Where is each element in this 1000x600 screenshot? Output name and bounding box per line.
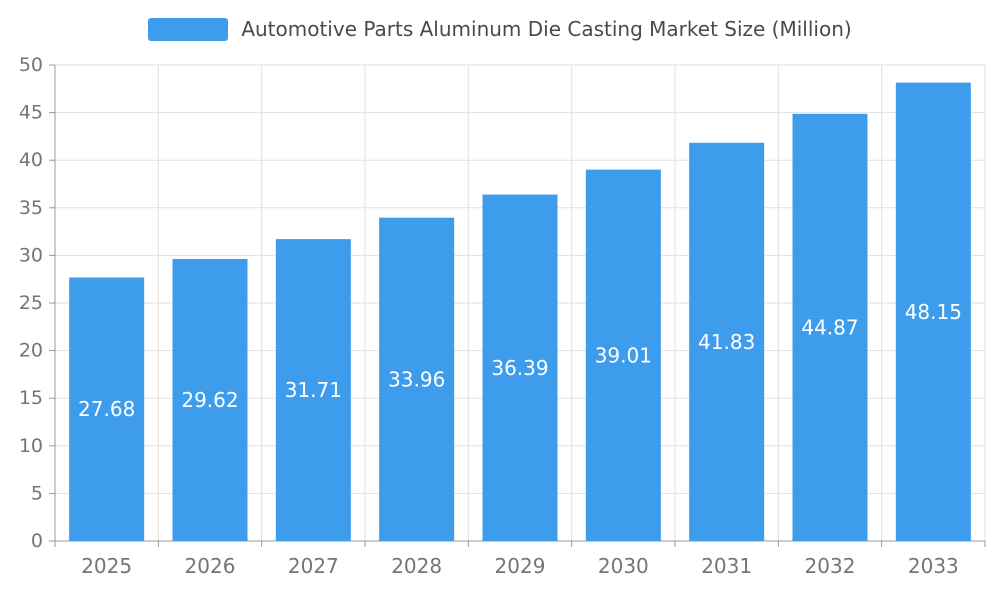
y-axis-label: 10 xyxy=(19,435,43,457)
x-axis-label: 2030 xyxy=(598,554,649,578)
x-axis-label: 2026 xyxy=(185,554,236,578)
y-axis-label: 35 xyxy=(19,197,43,219)
y-axis-label: 30 xyxy=(19,244,43,266)
y-axis-label: 50 xyxy=(19,54,43,76)
legend-swatch-icon xyxy=(148,18,229,41)
y-axis-label: 40 xyxy=(19,149,43,171)
bar-value-label: 44.87 xyxy=(801,315,858,339)
x-axis-label: 2033 xyxy=(908,554,959,578)
bar-2027[interactable] xyxy=(275,239,351,542)
bar-value-label: 39.01 xyxy=(595,343,652,367)
x-axis-label: 2032 xyxy=(805,554,856,578)
y-axis-label: 25 xyxy=(19,292,43,314)
x-axis-label: 2031 xyxy=(701,554,752,578)
bar-value-label: 33.96 xyxy=(388,367,445,391)
bar-value-label: 31.71 xyxy=(285,378,342,402)
y-axis-label: 0 xyxy=(31,530,43,552)
bar-value-label: 29.62 xyxy=(181,388,238,412)
bar-value-label: 41.83 xyxy=(698,330,755,354)
y-axis-label: 20 xyxy=(19,340,43,362)
y-axis-label: 15 xyxy=(19,387,43,409)
bar-value-label: 36.39 xyxy=(491,356,548,380)
x-axis-label: 2029 xyxy=(495,554,546,578)
legend-label: Automotive Parts Aluminum Die Casting Ma… xyxy=(241,17,852,41)
chart-legend[interactable]: Automotive Parts Aluminum Die Casting Ma… xyxy=(0,18,1000,41)
bar-2030[interactable] xyxy=(585,169,661,541)
bar-value-label: 48.15 xyxy=(905,300,962,324)
bar-2033[interactable] xyxy=(895,82,971,541)
bar-2025[interactable] xyxy=(69,277,145,541)
bar-2028[interactable] xyxy=(379,217,455,541)
y-axis-label: 45 xyxy=(19,102,43,124)
y-axis-label: 5 xyxy=(31,482,43,504)
x-axis-label: 2028 xyxy=(391,554,442,578)
bar-2032[interactable] xyxy=(792,113,868,542)
x-axis-label: 2025 xyxy=(81,554,132,578)
bar-2029[interactable] xyxy=(482,194,558,541)
x-axis-label: 2027 xyxy=(288,554,339,578)
bar-2031[interactable] xyxy=(689,142,765,542)
bar-value-label: 27.68 xyxy=(78,397,135,421)
bar-2026[interactable] xyxy=(172,259,248,541)
